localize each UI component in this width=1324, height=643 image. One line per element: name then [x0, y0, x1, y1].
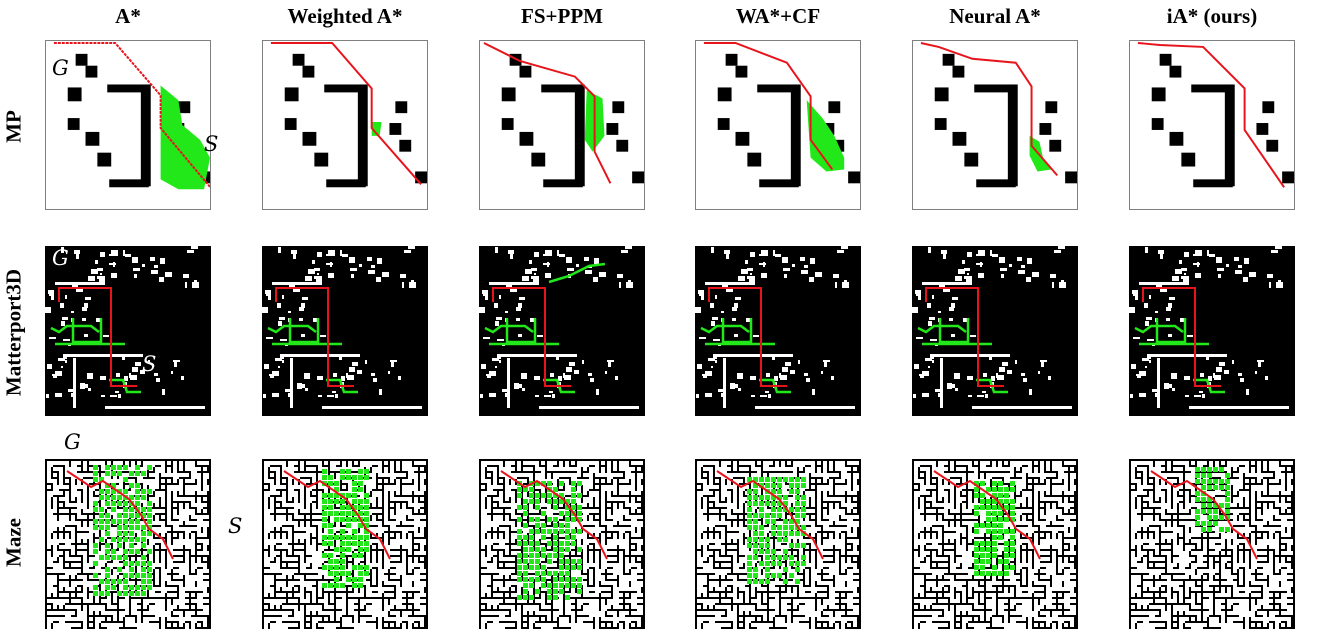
- matterport-map-icon-3: [695, 246, 861, 416]
- mp-map-icon-2: [479, 40, 645, 210]
- matterport-map-icon-1: [262, 246, 428, 416]
- mp-map-icon-3: [695, 40, 861, 210]
- goal-label-maze: G: [64, 430, 81, 454]
- col-title-iastar: iA* (ours): [1117, 4, 1307, 29]
- matterport-map-icon-0: [45, 246, 211, 416]
- start-label-maze: S: [228, 514, 242, 538]
- maze-map-icon-5: [1129, 459, 1295, 629]
- col-title-fs-ppm: FS+PPM: [467, 4, 657, 29]
- col-title-neural-astar: Neural A*: [900, 4, 1090, 29]
- goal-label-matterport: G: [52, 246, 69, 270]
- mp-map-icon-5: [1129, 40, 1295, 210]
- matterport-map-icon-2: [479, 246, 645, 416]
- mp-map-icon-4: [912, 40, 1078, 210]
- goal-label-mp: G: [52, 56, 69, 80]
- row-title-mp: MP: [2, 27, 27, 227]
- matterport-map-icon-4: [912, 246, 1078, 416]
- start-label-mp: S: [204, 132, 218, 156]
- maze-map-icon-3: [695, 459, 861, 629]
- maze-map-icon-1: [262, 459, 428, 629]
- row-title-maze: Maze: [2, 443, 27, 643]
- mp-map-icon-1: [262, 40, 428, 210]
- start-label-matterport: S: [142, 352, 156, 376]
- matterport-map-icon-5: [1129, 246, 1295, 416]
- mp-map-icon-0: [45, 40, 211, 210]
- maze-map-icon-0: [45, 459, 211, 629]
- col-title-wa-cf: WA*+CF: [683, 4, 873, 29]
- col-title-weighted-astar: Weighted A*: [250, 4, 440, 29]
- maze-map-icon-4: [912, 459, 1078, 629]
- row-title-matterport3d: Matterport3D: [2, 233, 27, 433]
- maze-map-icon-2: [479, 459, 645, 629]
- col-title-astar: A*: [33, 4, 223, 29]
